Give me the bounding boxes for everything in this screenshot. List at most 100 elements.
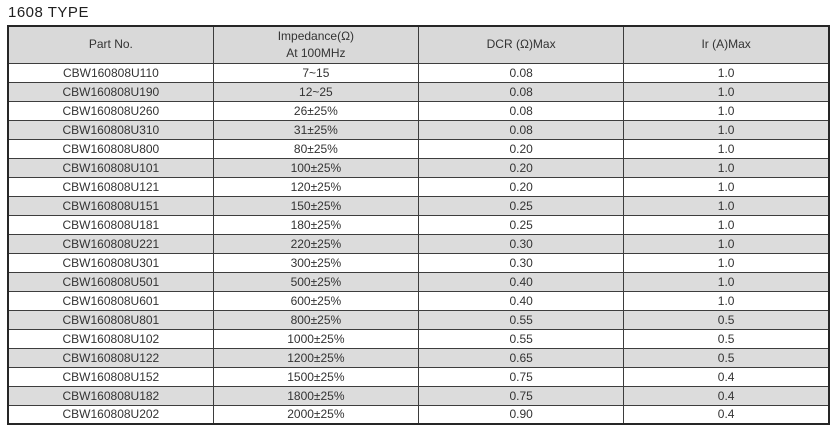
table-cell: 0.30: [417, 252, 625, 273]
table-cell: 0.5: [623, 309, 830, 330]
table-row: CBW160808U202 2000±25% 0.90 0.4: [7, 404, 830, 425]
table-cell: CBW160808U151: [7, 195, 214, 216]
table-cell: 1000±25%: [212, 328, 420, 349]
table-body: CBW160808U110 7~15 0.08 1.0 CBW160808U190 12~…: [7, 62, 830, 425]
table-cell: 0.5: [623, 328, 830, 349]
table-row: CBW160808U101 100±25% 0.20 1.0: [7, 157, 830, 178]
table-cell: 0.5: [623, 347, 830, 368]
table-cell: 0.30: [417, 233, 625, 254]
table-cell: 1.0: [623, 157, 830, 178]
table-cell: 180±25%: [212, 214, 420, 235]
table-cell: 2000±25%: [212, 404, 420, 425]
table-row: CBW160808U601 600±25% 0.40 1.0: [7, 290, 830, 311]
table-cell: 100±25%: [212, 157, 420, 178]
table-row: CBW160808U221 220±25% 0.30 1.0: [7, 233, 830, 254]
table-row: CBW160808U190 12~25 0.08 1.0: [7, 81, 830, 102]
table-cell: 0.20: [417, 138, 625, 159]
table-row: CBW160808U122 1200±25% 0.65 0.5: [7, 347, 830, 368]
table-cell: 0.4: [623, 385, 830, 406]
spec-table: Part No. Impedance(Ω) At 100MHz DCR (Ω)M…: [7, 25, 830, 425]
table-cell: CBW160808U152: [7, 366, 214, 387]
table-cell: 1.0: [623, 290, 830, 311]
page-title: 1608 TYPE: [8, 4, 89, 21]
table-cell: CBW160808U801: [7, 309, 214, 330]
table-row: CBW160808U801 800±25% 0.55 0.5: [7, 309, 830, 330]
column-header-impedance-line1: Impedance(Ω): [277, 28, 355, 43]
table-cell: CBW160808U121: [7, 176, 214, 197]
table-cell: 0.40: [417, 271, 625, 292]
table-cell: 1.0: [623, 214, 830, 235]
column-header-ir: Ir (A)Max: [623, 25, 830, 64]
table-cell: 80±25%: [212, 138, 420, 159]
column-header-dcr: DCR (Ω)Max: [417, 25, 625, 64]
table-cell: 1800±25%: [212, 385, 420, 406]
table-cell: 0.25: [417, 195, 625, 216]
table-cell: 1500±25%: [212, 366, 420, 387]
table-cell: CBW160808U260: [7, 100, 214, 121]
table-cell: 1.0: [623, 100, 830, 121]
table-cell: 0.08: [417, 119, 625, 140]
table-cell: CBW160808U102: [7, 328, 214, 349]
table-row: CBW160808U800 80±25% 0.20 1.0: [7, 138, 830, 159]
table-row: CBW160808U110 7~15 0.08 1.0: [7, 62, 830, 83]
table-cell: 0.08: [417, 62, 625, 83]
table-cell: 800±25%: [212, 309, 420, 330]
table-cell: 0.08: [417, 100, 625, 121]
table-cell: 26±25%: [212, 100, 420, 121]
table-cell: 0.08: [417, 81, 625, 102]
table-cell: CBW160808U301: [7, 252, 214, 273]
column-header-impedance-line2: At 100MHz: [286, 45, 346, 60]
table-cell: 1.0: [623, 138, 830, 159]
table-cell: 0.55: [417, 309, 625, 330]
table-cell: 1200±25%: [212, 347, 420, 368]
table-cell: 1.0: [623, 233, 830, 254]
table-cell: 1.0: [623, 62, 830, 83]
table-cell: 0.40: [417, 290, 625, 311]
table-cell: 1.0: [623, 81, 830, 102]
table-cell: 7~15: [212, 62, 420, 83]
table-cell: CBW160808U310: [7, 119, 214, 140]
table-cell: CBW160808U202: [7, 404, 214, 425]
table-cell: 0.20: [417, 157, 625, 178]
table-row: CBW160808U102 1000±25% 0.55 0.5: [7, 328, 830, 349]
table-row: CBW160808U181 180±25% 0.25 1.0: [7, 214, 830, 235]
table-cell: 0.20: [417, 176, 625, 197]
table-cell: 1.0: [623, 271, 830, 292]
table-cell: 1.0: [623, 119, 830, 140]
header-row: Part No. Impedance(Ω) At 100MHz DCR (Ω)M…: [7, 25, 830, 64]
table-row: CBW160808U310 31±25% 0.08 1.0: [7, 119, 830, 140]
table-row: CBW160808U501 500±25% 0.40 1.0: [7, 271, 830, 292]
table-cell: 0.55: [417, 328, 625, 349]
table-cell: 1.0: [623, 176, 830, 197]
table-cell: CBW160808U601: [7, 290, 214, 311]
table-row: CBW160808U301 300±25% 0.30 1.0: [7, 252, 830, 273]
table-cell: 1.0: [623, 195, 830, 216]
table-cell: 0.25: [417, 214, 625, 235]
table-row: CBW160808U152 1500±25% 0.75 0.4: [7, 366, 830, 387]
table-cell: 0.4: [623, 366, 830, 387]
table-cell: 300±25%: [212, 252, 420, 273]
table-cell: 0.65: [417, 347, 625, 368]
column-header-impedance: Impedance(Ω) At 100MHz: [212, 25, 420, 64]
table-cell: CBW160808U182: [7, 385, 214, 406]
table-cell: 31±25%: [212, 119, 420, 140]
table-cell: CBW160808U181: [7, 214, 214, 235]
table-cell: 150±25%: [212, 195, 420, 216]
table-row: CBW160808U182 1800±25% 0.75 0.4: [7, 385, 830, 406]
table-cell: CBW160808U501: [7, 271, 214, 292]
table-cell: CBW160808U221: [7, 233, 214, 254]
table-cell: 1.0: [623, 252, 830, 273]
table-cell: 12~25: [212, 81, 420, 102]
table-cell: 600±25%: [212, 290, 420, 311]
spec-table-header: Part No. Impedance(Ω) At 100MHz DCR (Ω)M…: [7, 25, 830, 64]
table-cell: CBW160808U122: [7, 347, 214, 368]
table-cell: CBW160808U101: [7, 157, 214, 178]
table-row: CBW160808U260 26±25% 0.08 1.0: [7, 100, 830, 121]
table-cell: CBW160808U800: [7, 138, 214, 159]
table-cell: 0.75: [417, 366, 625, 387]
table-cell: CBW160808U190: [7, 81, 214, 102]
table-row: CBW160808U121 120±25% 0.20 1.0: [7, 176, 830, 197]
table-cell: 0.4: [623, 404, 830, 425]
column-header-part-no: Part No.: [7, 25, 214, 64]
